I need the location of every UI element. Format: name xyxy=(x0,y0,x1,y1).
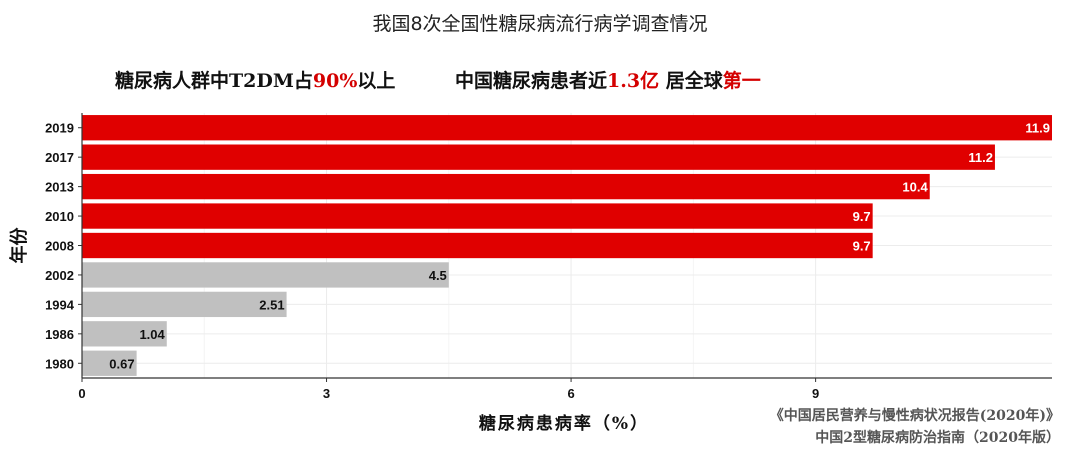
bar-1980 xyxy=(82,350,137,376)
data-label-2010: 9.7 xyxy=(853,209,871,224)
y-tick-label-2010: 2010 xyxy=(45,209,74,224)
data-label-2013: 10.4 xyxy=(902,180,928,195)
y-axis-title: 年份 xyxy=(8,227,30,264)
x-tick-label-3: 9 xyxy=(812,386,819,401)
bar-1994 xyxy=(82,291,287,318)
y-tick-label-2002: 2002 xyxy=(45,268,74,283)
subtitle-patients-highlight2: 第一 xyxy=(722,70,761,92)
x-axis-title: 糖尿病患病率（%） xyxy=(479,413,649,434)
x-tick-label-0: 0 xyxy=(78,386,85,401)
subtitle-patients: 中国糖尿病患者近1.3亿 居全球第一 xyxy=(455,66,761,93)
source-note-report: 《中国居民营养与慢性病状况报告(2020年)》 xyxy=(769,408,1060,424)
subtitle-t2dm-post: 以上 xyxy=(357,70,396,92)
y-tick-label-1980: 1980 xyxy=(45,356,74,371)
y-tick-label-1986: 1986 xyxy=(45,327,74,342)
subtitle-t2dm-pre: 糖尿病人群中T2DM占 xyxy=(115,70,313,92)
chart-title: 我国8次全国性糖尿病流行病学调查情况 xyxy=(372,13,708,35)
bar-2010 xyxy=(82,203,873,229)
data-label-2008: 9.7 xyxy=(853,239,871,254)
bar-2013 xyxy=(82,173,930,200)
x-tick-label-1: 3 xyxy=(323,386,330,401)
source-note-guideline: 中国2型糖尿病防治指南（2020年版） xyxy=(815,430,1060,446)
data-label-1994: 2.51 xyxy=(259,297,284,312)
y-tick-label-2008: 2008 xyxy=(45,239,74,254)
y-tick-label-2013: 2013 xyxy=(45,180,74,195)
data-label-2002: 4.5 xyxy=(429,268,447,283)
subtitle-t2dm: 糖尿病人群中T2DM占90%以上 xyxy=(115,66,395,93)
data-label-2019: 11.9 xyxy=(1025,121,1050,136)
bar-2019 xyxy=(82,115,1052,141)
subtitle-patients-highlight: 1.3亿 xyxy=(607,70,660,92)
y-tick-label-2019: 2019 xyxy=(45,121,74,136)
subtitle-patients-pre: 中国糖尿病患者近 xyxy=(455,70,608,92)
data-label-1980: 0.67 xyxy=(109,356,134,371)
y-tick-label-1994: 1994 xyxy=(45,297,75,312)
subtitle-t2dm-highlight: 90% xyxy=(312,70,358,92)
subtitle-patients-post: 居全球 xyxy=(659,70,723,92)
y-tick-label-2017: 2017 xyxy=(45,150,74,165)
bar-2002 xyxy=(82,262,449,288)
bar-2017 xyxy=(82,144,995,170)
bar-1986 xyxy=(82,321,167,347)
data-label-1986: 1.04 xyxy=(139,327,165,342)
x-tick-label-2: 6 xyxy=(567,386,574,401)
data-label-2017: 11.2 xyxy=(968,150,993,165)
bar-2008 xyxy=(82,232,873,259)
